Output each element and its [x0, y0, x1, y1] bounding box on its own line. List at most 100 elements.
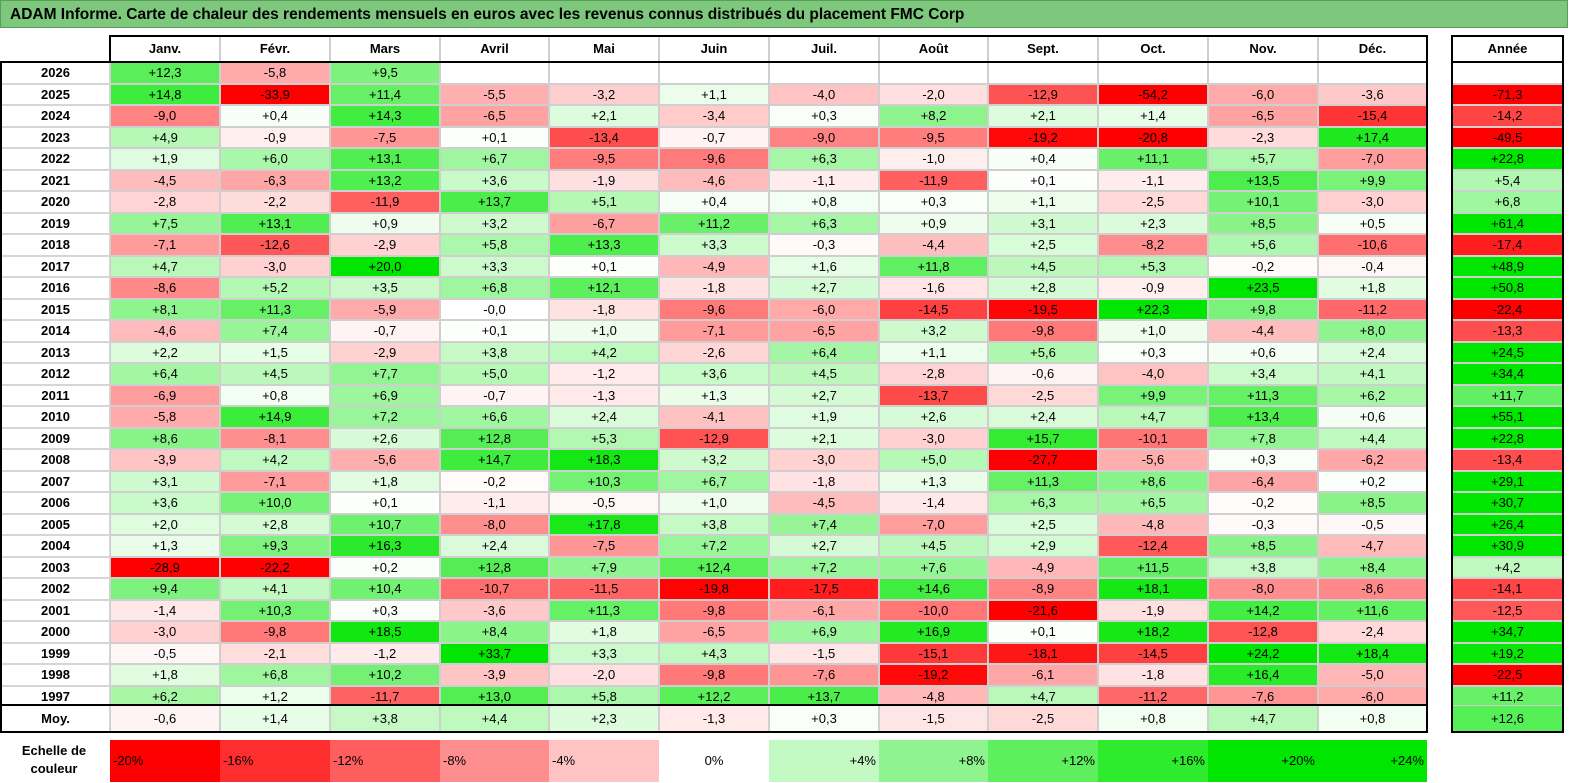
heatmap-cell: +1,2	[220, 685, 330, 707]
heatmap-cell: +8,6	[1098, 470, 1208, 492]
year-label: 2008	[1, 449, 110, 471]
year-total-cell: -22,5	[1452, 664, 1563, 686]
heatmap-cell: -6,9	[110, 384, 220, 406]
heatmap-cell: -3,9	[440, 664, 549, 686]
year-label: 2004	[1, 535, 110, 557]
heatmap-cell: -10,0	[879, 599, 988, 621]
heatmap-cell: -1,2	[330, 642, 440, 664]
heatmap-cell: +8,4	[440, 621, 549, 643]
heatmap-cell: +4,5	[988, 255, 1098, 277]
year-label: 1997	[1, 685, 110, 707]
heatmap-cell: +0,2	[330, 556, 440, 578]
year-total-cell: +30,9	[1452, 535, 1563, 557]
heatmap-cell: +0,4	[220, 105, 330, 127]
heatmap-cell: -8,6	[110, 277, 220, 299]
average-cell: -0,6	[110, 705, 220, 732]
heatmap-cell: -6,5	[440, 105, 549, 127]
heatmap-cell: +7,4	[220, 320, 330, 342]
heatmap-cell: -13,7	[879, 384, 988, 406]
heatmap-cell: +12,8	[440, 427, 549, 449]
year-total-cell: +55,1	[1452, 406, 1563, 428]
heatmap-cell: +3,1	[988, 212, 1098, 234]
heatmap-cell: +1,8	[1318, 277, 1427, 299]
heatmap-cell: -6,2	[1318, 449, 1427, 471]
heatmap-cell: -11,7	[330, 685, 440, 707]
heatmap-cell: -28,9	[110, 556, 220, 578]
color-scale-swatch: -4%	[549, 740, 659, 782]
heatmap-cell: -0,9	[220, 126, 330, 148]
heatmap-cell	[659, 62, 769, 84]
heatmap-cell: +3,6	[440, 169, 549, 191]
heatmap-cell: -9,0	[769, 126, 879, 148]
heatmap-cell: -6,5	[1208, 105, 1318, 127]
heatmap-cell: +4,9	[110, 126, 220, 148]
heatmap-cell: -12,9	[659, 427, 769, 449]
year-total-cell: -14,1	[1452, 578, 1563, 600]
heatmap-cell: +0,1	[988, 621, 1098, 643]
heatmap-cell: -8,6	[1318, 578, 1427, 600]
heatmap-cell: +2,4	[549, 406, 659, 428]
heatmap-cell: +3,4	[1208, 363, 1318, 385]
heatmap-cell: -9,8	[220, 621, 330, 643]
year-label: 1999	[1, 642, 110, 664]
heatmap-cell: +1,3	[879, 470, 988, 492]
heatmap-cell: -5,8	[110, 406, 220, 428]
month-header: Août	[879, 36, 988, 62]
heatmap-cell: -4,8	[1098, 513, 1208, 535]
heatmap-cell: +7,8	[1208, 427, 1318, 449]
heatmap-cell: -2,1	[220, 642, 330, 664]
heatmap-cell: -7,0	[879, 513, 988, 535]
month-header: Déc.	[1318, 36, 1427, 62]
heatmap-cell: -3,6	[1318, 83, 1427, 105]
heatmap-cell: +9,9	[1318, 169, 1427, 191]
heatmap-cell: +6,6	[440, 406, 549, 428]
heatmap-cell: +3,3	[659, 234, 769, 256]
heatmap-cell: +18,3	[549, 449, 659, 471]
heatmap-cell: +3,8	[1208, 556, 1318, 578]
year-total-cell: -13,4	[1452, 449, 1563, 471]
year-label: 2026	[1, 62, 110, 84]
year-label: 2019	[1, 212, 110, 234]
heatmap-cell: +8,5	[1208, 212, 1318, 234]
month-header: Oct.	[1098, 36, 1208, 62]
heatmap-cell: +2,2	[110, 341, 220, 363]
heatmap-cell: +5,6	[988, 341, 1098, 363]
heatmap-cell: +11,1	[1098, 148, 1208, 170]
year-total-cell: +61,4	[1452, 212, 1563, 234]
heatmap-cell: -27,7	[988, 449, 1098, 471]
heatmap-cell: +7,6	[879, 556, 988, 578]
heatmap-cell: +9,4	[110, 578, 220, 600]
heatmap-cell: -19,2	[879, 664, 988, 686]
heatmap-cell: -4,5	[769, 492, 879, 514]
heatmap-cell: +4,5	[769, 363, 879, 385]
heatmap-cell	[440, 62, 549, 84]
month-header: Févr.	[220, 36, 330, 62]
heatmap-cell: +4,5	[220, 363, 330, 385]
heatmap-cell: -10,1	[1098, 427, 1208, 449]
heatmap-cell: +10,3	[220, 599, 330, 621]
heatmap-cell: +10,7	[330, 513, 440, 535]
heatmap-cell: -3,4	[659, 105, 769, 127]
heatmap-cell: -6,4	[1208, 470, 1318, 492]
color-scale-swatch: +8%	[879, 740, 988, 782]
heatmap-cell: +1,3	[659, 384, 769, 406]
heatmap-cell: -2,8	[879, 363, 988, 385]
heatmap-cell: +3,6	[110, 492, 220, 514]
heatmap-cell: -2,8	[110, 191, 220, 213]
heatmap-cell: -1,1	[440, 492, 549, 514]
color-scale-swatch: +16%	[1098, 740, 1208, 782]
heatmap-cell: -0,6	[988, 363, 1098, 385]
year-label: 2002	[1, 578, 110, 600]
heatmap-cell: +2,4	[1318, 341, 1427, 363]
heatmap-cell: -13,4	[549, 126, 659, 148]
heatmap-cell: +8,5	[1318, 492, 1427, 514]
heatmap-cell: -0,7	[330, 320, 440, 342]
heatmap-cell: +18,5	[330, 621, 440, 643]
heatmap-cell: +5,0	[879, 449, 988, 471]
heatmap-cell: -0,3	[1208, 513, 1318, 535]
heatmap-cell: +2,5	[988, 513, 1098, 535]
heatmap-cell: +0,3	[1208, 449, 1318, 471]
heatmap-cell: +9,9	[1098, 384, 1208, 406]
heatmap-cell: +13,1	[220, 212, 330, 234]
heatmap-cell: +0,6	[1208, 341, 1318, 363]
